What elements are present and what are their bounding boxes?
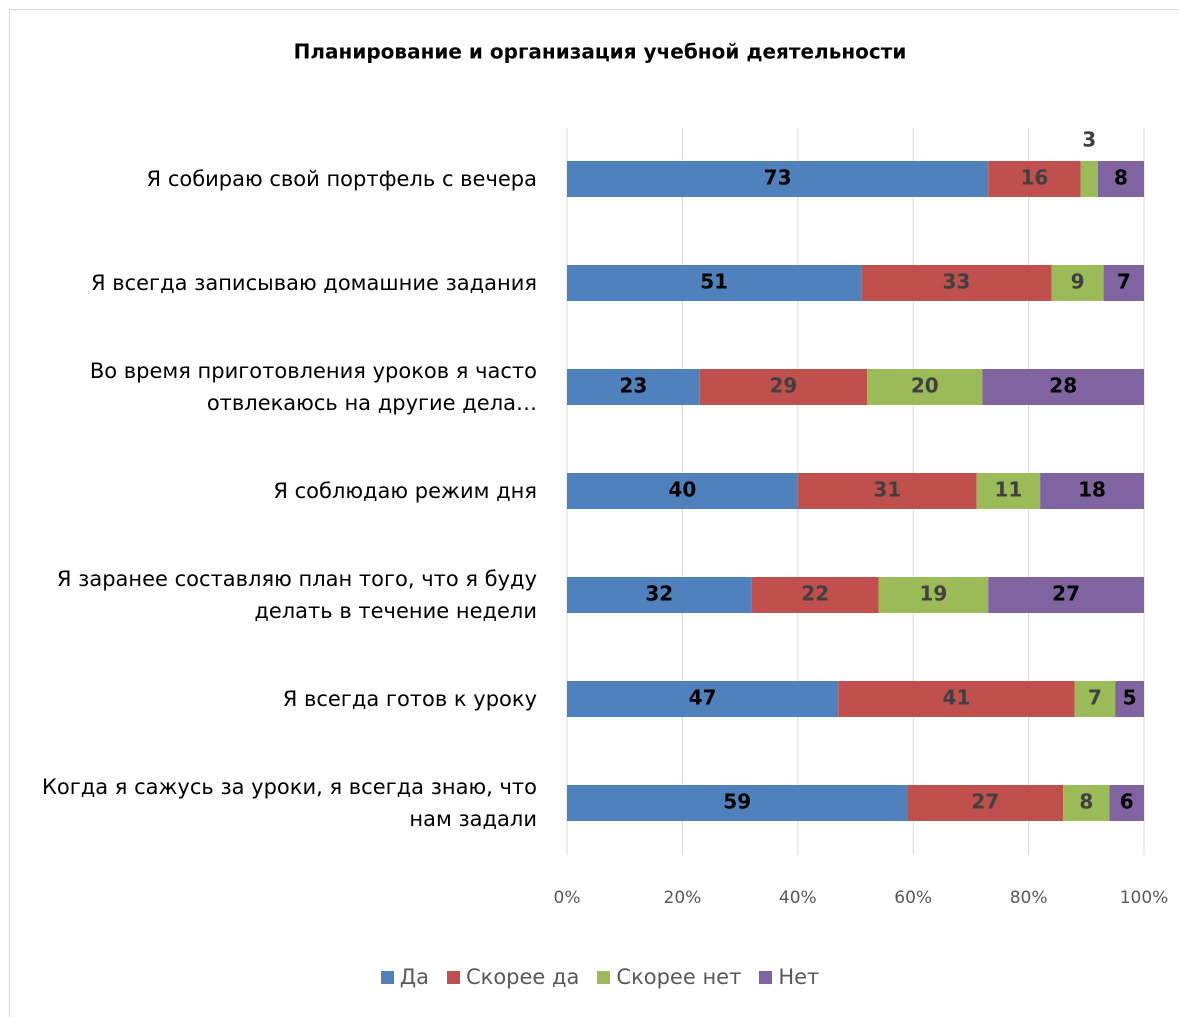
data-label: 59 xyxy=(723,790,751,814)
bar-segment xyxy=(797,473,977,509)
bar-segment xyxy=(976,473,1041,509)
chart-title: Планирование и организация учебной деяте… xyxy=(294,40,907,64)
bar-segment xyxy=(988,161,1081,197)
bar-segment xyxy=(907,785,1064,821)
data-label: 16 xyxy=(1020,166,1048,190)
data-label: 41 xyxy=(943,686,971,710)
x-tick-label: 80% xyxy=(1010,888,1048,908)
bar-segment xyxy=(1115,681,1144,717)
legend-item: Скорее нет xyxy=(597,965,741,989)
bar-segment xyxy=(699,369,868,405)
bar-segment xyxy=(1040,473,1144,509)
legend: Да Скорее да Скорее нет Нет xyxy=(0,965,1179,989)
bar-segment xyxy=(1051,265,1104,301)
x-tick-label: 60% xyxy=(894,888,932,908)
category-label: Когда я сажусь за уроки, я всегда знаю, … xyxy=(41,775,537,831)
bar-segment xyxy=(982,369,1144,405)
data-label: 6 xyxy=(1120,790,1134,814)
category-label: Я собираю свой портфель с вечера xyxy=(146,167,537,191)
bar-segment xyxy=(567,265,862,301)
bar-segment xyxy=(567,473,798,509)
category-label: Я всегда записываю домашние задания xyxy=(90,271,537,295)
category-label: Я всегда готов к уроку xyxy=(282,687,537,711)
data-label: 29 xyxy=(769,374,797,398)
bar-segment xyxy=(1074,681,1116,717)
bar-segment xyxy=(838,681,1075,717)
data-label: 8 xyxy=(1114,166,1128,190)
legend-swatch xyxy=(380,970,394,984)
data-label: 33 xyxy=(943,270,971,294)
category-label: Я соблюдаю режим дня xyxy=(273,479,537,503)
data-label: 32 xyxy=(645,582,673,606)
data-label: 40 xyxy=(668,478,696,502)
legend-swatch xyxy=(759,970,773,984)
legend-label: Нет xyxy=(778,965,820,989)
legend-swatch xyxy=(446,970,460,984)
legend-label: Да xyxy=(399,965,429,989)
bar-segment xyxy=(1063,785,1110,821)
data-label: 7 xyxy=(1088,686,1102,710)
data-label: 28 xyxy=(1049,374,1077,398)
bar-segment xyxy=(567,369,700,405)
data-label: 27 xyxy=(971,790,999,814)
x-tick-label: 40% xyxy=(779,888,817,908)
x-tick-label: 20% xyxy=(664,888,702,908)
x-tick-label: 100% xyxy=(1120,888,1169,908)
data-label: 31 xyxy=(873,478,901,502)
bar-segment xyxy=(567,681,839,717)
bar-segment xyxy=(988,577,1144,613)
data-label: 73 xyxy=(764,166,792,190)
data-label: 7 xyxy=(1117,270,1131,294)
bar-segment xyxy=(1109,785,1144,821)
data-label: 18 xyxy=(1078,478,1106,502)
x-tick-label: 0% xyxy=(554,888,581,908)
legend-item: Да xyxy=(380,965,429,989)
legend-swatch xyxy=(597,970,611,984)
bar-segment xyxy=(1080,161,1098,197)
category-label: Я заранее составляю план того, что я буд… xyxy=(56,567,537,623)
data-label: 51 xyxy=(700,270,728,294)
data-label: 11 xyxy=(994,478,1022,502)
bar-segment xyxy=(861,265,1052,301)
data-label: 47 xyxy=(689,686,717,710)
data-label: 5 xyxy=(1123,686,1137,710)
chart-frame xyxy=(9,9,1179,1017)
data-label: 23 xyxy=(619,374,647,398)
bar-segment xyxy=(867,369,983,405)
data-label: 3 xyxy=(1082,128,1096,152)
category-label: Во время приготовления уроков я часто от… xyxy=(89,359,537,415)
legend-item: Скорее да xyxy=(446,965,580,989)
bar-segment xyxy=(567,577,752,613)
bar-segment xyxy=(567,161,989,197)
bar-segment xyxy=(1103,265,1144,301)
bar-segment xyxy=(567,785,908,821)
legend-label: Скорее нет xyxy=(616,965,742,989)
data-label: 8 xyxy=(1079,790,1093,814)
data-label: 20 xyxy=(911,374,939,398)
legend-label: Скорее да xyxy=(465,965,580,989)
bar-segment xyxy=(1097,161,1144,197)
data-label: 9 xyxy=(1071,270,1085,294)
bar-segment xyxy=(751,577,879,613)
bar-segment xyxy=(878,577,989,613)
data-label: 27 xyxy=(1052,582,1080,606)
data-label: 22 xyxy=(801,582,829,606)
data-label: 19 xyxy=(919,582,947,606)
legend-item: Нет xyxy=(759,965,819,989)
